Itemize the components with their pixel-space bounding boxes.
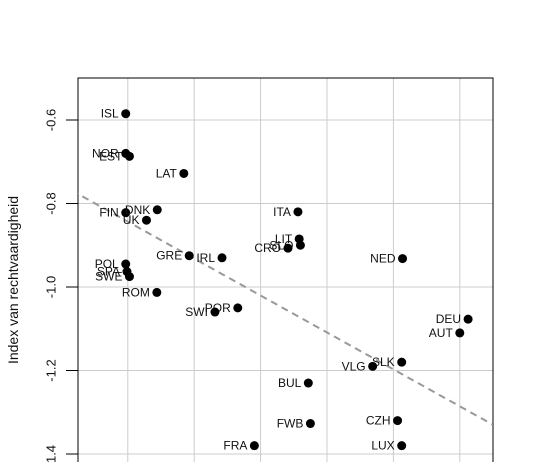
data-point-uk bbox=[141, 215, 151, 225]
point-label-slk: SLK bbox=[372, 355, 395, 369]
data-point-est bbox=[124, 151, 134, 161]
data-point-fra bbox=[249, 441, 259, 451]
point-label-irl: IRL bbox=[196, 251, 215, 265]
data-point-irl bbox=[217, 253, 227, 263]
data-point-aut bbox=[455, 328, 465, 338]
data-point-cro bbox=[283, 243, 293, 253]
data-point-lat bbox=[179, 168, 189, 178]
point-label-nor: NOR bbox=[92, 146, 119, 160]
point-label-pol: POL bbox=[95, 257, 119, 271]
point-label-lux: LUX bbox=[371, 439, 394, 453]
y-axis-title: Index van rechtvaardigheid bbox=[5, 196, 21, 364]
grid bbox=[78, 78, 493, 462]
plot-border bbox=[77, 77, 494, 462]
data-point-czh bbox=[393, 416, 403, 426]
data-point-swi bbox=[210, 307, 220, 317]
point-label-fwb: FWB bbox=[277, 417, 304, 431]
point-label-lit: LIT bbox=[275, 232, 293, 246]
data-point-rom bbox=[152, 287, 162, 297]
y-tick-label: -0.6 bbox=[43, 109, 58, 131]
data-point-bul bbox=[303, 378, 313, 388]
point-label-isl: ISL bbox=[101, 107, 119, 121]
point-label-lat: LAT bbox=[156, 166, 178, 180]
data-point-pol bbox=[121, 259, 131, 269]
point-label-vlg: VLG bbox=[342, 359, 366, 373]
point-label-cro: CRO bbox=[254, 241, 281, 255]
data-point-slk bbox=[397, 357, 407, 367]
data-point-ned bbox=[398, 254, 408, 264]
y-tick-label: 1.4 bbox=[43, 445, 58, 462]
data-point-swe bbox=[124, 272, 134, 282]
data-point-fwb bbox=[305, 419, 315, 429]
y-axis: -0.6 -0.8 -1.0 -1.2 1.4 bbox=[43, 109, 78, 462]
point-label-est: EST bbox=[99, 149, 123, 163]
point-label-ned: NED bbox=[370, 252, 396, 266]
point-label-bul: BUL bbox=[278, 376, 302, 390]
point-label-fra: FRA bbox=[223, 439, 247, 453]
data-point-deu bbox=[463, 314, 473, 324]
data-point-gre bbox=[184, 251, 194, 261]
trend-line bbox=[78, 192, 493, 426]
data-point-slo bbox=[295, 240, 305, 250]
point-label-aut: AUT bbox=[429, 326, 454, 340]
point-label-gre: GRE bbox=[156, 249, 182, 263]
point-label-czh: CZH bbox=[366, 414, 391, 428]
data-point-dnk bbox=[152, 205, 162, 215]
data-point-vlg bbox=[368, 361, 378, 371]
data-point-lux bbox=[397, 441, 407, 451]
point-label-uk: UK bbox=[123, 213, 140, 227]
data-point-por bbox=[233, 303, 243, 313]
point-label-ita: ITA bbox=[273, 205, 291, 219]
data-point-ita bbox=[293, 207, 303, 217]
point-label-swi: SWI bbox=[185, 305, 208, 319]
y-tick-label: -1.0 bbox=[43, 276, 58, 298]
point-label-spa: SPA bbox=[97, 265, 120, 279]
y-tick-label: -1.2 bbox=[43, 359, 58, 381]
y-tick-label: -0.8 bbox=[43, 192, 58, 214]
point-label-deu: DEU bbox=[436, 312, 461, 326]
data-point-isl bbox=[121, 109, 131, 119]
point-label-dnk: DNK bbox=[125, 203, 150, 217]
point-label-fin: FIN bbox=[99, 206, 118, 220]
point-label-rom: ROM bbox=[122, 285, 150, 299]
data-point-fin bbox=[121, 208, 131, 218]
point-label-swe: SWE bbox=[95, 270, 122, 284]
